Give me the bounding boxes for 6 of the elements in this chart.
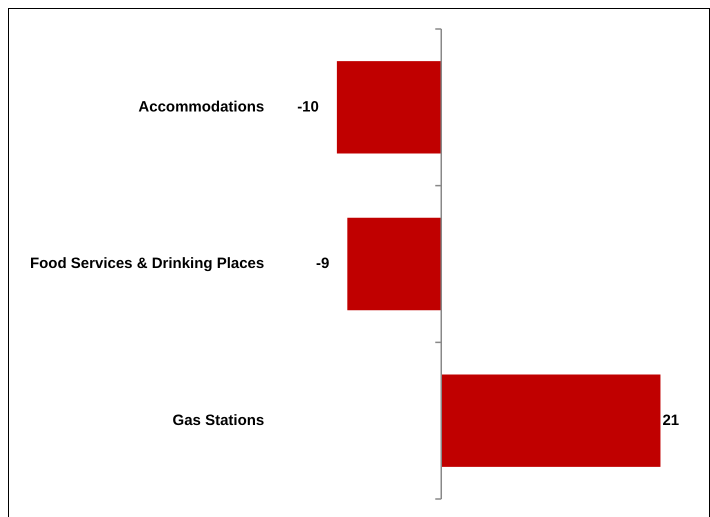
data-label: -9 [316,255,330,272]
y-tick-label: Accommodations [138,98,264,116]
data-label: -10 [297,98,319,116]
y-tick-label: Gas Stations [172,412,264,429]
y-tick-label: Food Services & Drinking Places [30,255,264,272]
data-label: 21 [662,412,680,429]
